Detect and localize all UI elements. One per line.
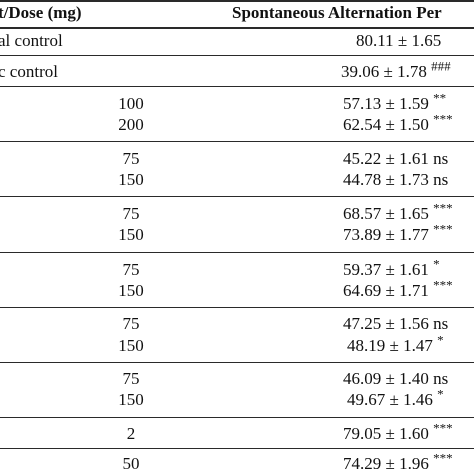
row-dose: 2 xyxy=(126,424,136,443)
value-text: 47.25 ± 1.56 xyxy=(343,314,429,333)
value-text: 46.09 ± 1.40 xyxy=(343,369,429,388)
table-top-rule xyxy=(0,0,474,2)
row-dose: 50 xyxy=(122,454,140,473)
significance-marker: ns xyxy=(433,149,449,168)
significance-marker: *** xyxy=(433,111,453,127)
value-text: 73.89 ± 1.77 xyxy=(343,225,429,244)
group-rule xyxy=(0,141,474,142)
value-text: 59.37 ± 1.61 xyxy=(343,260,429,279)
value-text: 62.54 ± 1.50 xyxy=(343,115,429,134)
significance-marker: ** xyxy=(433,90,447,106)
header-treatment-dose: t/Dose (mg) xyxy=(0,3,82,22)
value-text: 74.29 ± 1.96 xyxy=(343,454,429,473)
row-dose: 150 xyxy=(118,390,144,409)
row-value: 46.09 ± 1.40 ns xyxy=(343,369,448,389)
row-value: 47.25 ± 1.56 ns xyxy=(343,314,448,334)
row-dose: 150 xyxy=(118,225,144,244)
significance-marker: * xyxy=(437,386,444,402)
group-rule xyxy=(0,448,474,449)
significance-marker: *** xyxy=(433,221,453,237)
row-dose: 200 xyxy=(118,115,144,134)
value-text: 49.67 ± 1.46 xyxy=(347,390,433,409)
row-dose: 75 xyxy=(122,260,140,279)
row-value: 44.78 ± 1.73 ns xyxy=(343,170,448,190)
value-text: 68.57 ± 1.65 xyxy=(343,204,429,223)
row-dose: 150 xyxy=(118,170,144,189)
value-text: 57.13 ± 1.59 xyxy=(343,94,429,113)
row-dose: 150 xyxy=(118,281,144,300)
group-rule xyxy=(0,55,474,56)
group-rule xyxy=(0,417,474,418)
row-value: 45.22 ± 1.61 ns xyxy=(343,149,448,169)
significance-marker: *** xyxy=(433,200,453,216)
group-rule xyxy=(0,86,474,87)
significance-marker: ns xyxy=(433,170,449,189)
row-value: 59.37 ± 1.61 * xyxy=(343,257,440,280)
significance-marker: ### xyxy=(431,58,451,74)
row-dose: 75 xyxy=(122,204,140,223)
row-value: 74.29 ± 1.96 *** xyxy=(343,451,453,474)
row-label: al control xyxy=(0,31,63,50)
group-rule xyxy=(0,307,474,308)
significance-marker: *** xyxy=(433,420,453,436)
significance-marker: ns xyxy=(433,369,449,388)
significance-marker: * xyxy=(433,256,440,272)
row-dose: 75 xyxy=(122,149,140,168)
value-text: 48.19 ± 1.47 xyxy=(347,336,433,355)
row-value: 62.54 ± 1.50 *** xyxy=(343,112,453,135)
value-text: 80.11 ± 1.65 xyxy=(356,31,442,50)
row-value: 73.89 ± 1.77 *** xyxy=(343,222,453,245)
significance-marker: *** xyxy=(433,450,453,466)
row-dose: 75 xyxy=(122,369,140,388)
row-value: 48.19 ± 1.47 * xyxy=(347,333,444,356)
significance-marker: ns xyxy=(433,314,449,333)
row-label: c control xyxy=(0,62,58,81)
row-value: 80.11 ± 1.65 xyxy=(356,31,441,51)
value-text: 64.69 ± 1.71 xyxy=(343,281,429,300)
value-text: 79.05 ± 1.60 xyxy=(343,424,429,443)
group-rule xyxy=(0,196,474,197)
row-value: 39.06 ± 1.78 ### xyxy=(341,59,451,82)
row-dose: 150 xyxy=(118,336,144,355)
row-value: 68.57 ± 1.65 *** xyxy=(343,201,453,224)
value-text: 44.78 ± 1.73 xyxy=(343,170,429,189)
significance-marker: * xyxy=(437,332,444,348)
value-text: 39.06 ± 1.78 xyxy=(341,62,427,81)
row-value: 64.69 ± 1.71 *** xyxy=(343,278,453,301)
header-rule xyxy=(0,27,474,29)
row-value: 79.05 ± 1.60 *** xyxy=(343,421,453,444)
row-dose: 100 xyxy=(118,94,144,113)
row-dose: 75 xyxy=(122,314,140,333)
value-text: 45.22 ± 1.61 xyxy=(343,149,429,168)
row-value: 57.13 ± 1.59 ** xyxy=(343,91,446,114)
row-value: 49.67 ± 1.46 * xyxy=(347,387,444,410)
group-rule xyxy=(0,252,474,253)
significance-marker: *** xyxy=(433,277,453,293)
group-rule xyxy=(0,362,474,363)
header-spontaneous-alternation: Spontaneous Alternation Per xyxy=(232,3,442,22)
